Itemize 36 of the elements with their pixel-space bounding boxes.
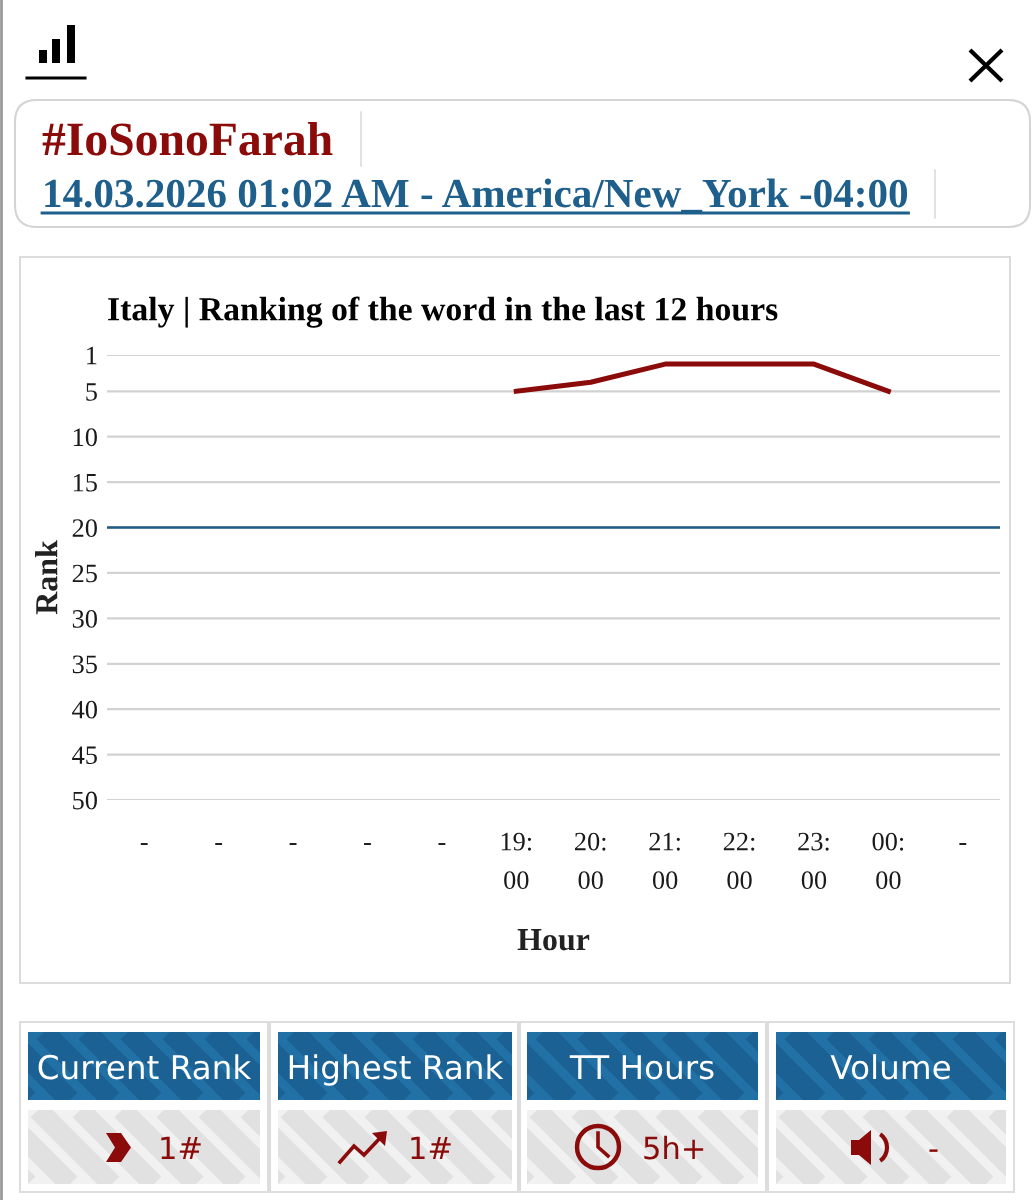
y-tick-label: 45: [72, 746, 97, 765]
text: 1#: [161, 1136, 201, 1159]
text: 1#: [411, 1136, 451, 1159]
x-tick-label: 20: 00: [575, 832, 606, 890]
x-axis-title: Hour: [517, 929, 590, 951]
y-tick-label: 5: [86, 383, 97, 401]
x-tick-label: 21: 00: [649, 832, 680, 890]
text: #IoSonoFarah: [42, 121, 333, 156]
x-tick-label: -: [140, 843, 148, 846]
x-tick-label: -: [959, 843, 967, 846]
text: TT Hours: [569, 1055, 714, 1080]
x-tick-label: 19: 00: [501, 832, 532, 890]
y-tick-label: 30: [72, 609, 97, 628]
x-tick-label: -: [215, 843, 223, 846]
text: 14.03.2026 01:02 AM - America/New_York -04:00: [45, 178, 908, 213]
chart-title: Italy | Ranking of the word in the last 12 hours: [108, 296, 778, 328]
y-tick-label: 1: [87, 346, 97, 365]
y-tick-label: 40: [72, 700, 97, 719]
text: Volume: [830, 1054, 950, 1080]
y-tick-label: 35: [72, 655, 97, 674]
x-tick-label: -: [438, 843, 446, 846]
x-tick-label: -: [364, 843, 371, 846]
text: 5h+: [644, 1135, 704, 1160]
y-tick-label: 15: [73, 473, 97, 492]
y-tick-label: 20: [72, 519, 97, 537]
y-tick-label: 50: [73, 791, 97, 810]
x-tick-label: -: [289, 843, 297, 846]
text: Highest Rank: [289, 1054, 504, 1086]
x-tick-label: 22: 00: [723, 832, 755, 890]
text: -: [929, 1149, 938, 1152]
text: Current Rank: [38, 1054, 252, 1080]
x-tick-label: 00: 00: [872, 832, 904, 890]
y-tick-label: 25: [72, 564, 97, 583]
x-tick-label: 23: 00: [798, 832, 829, 890]
y-axis-title: Rank: [35, 540, 58, 615]
y-tick-label: 10: [73, 428, 97, 447]
